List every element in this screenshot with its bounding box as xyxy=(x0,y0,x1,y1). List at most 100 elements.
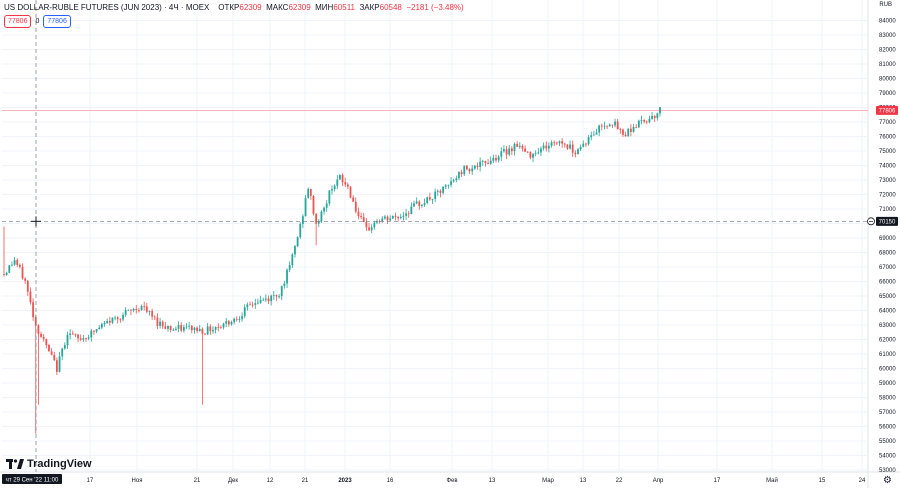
y-tick-label: 74000 xyxy=(879,164,896,170)
candle-body xyxy=(653,116,656,119)
candle-body xyxy=(138,309,140,311)
candle-body xyxy=(630,128,632,132)
candle-body xyxy=(346,184,349,187)
y-tick-label: 60000 xyxy=(879,367,896,373)
candle-body xyxy=(222,323,225,328)
x-tick-label: 13 xyxy=(580,478,587,484)
symbol-title[interactable]: US DOLLAR-RUBLE FUTURES (JUN 2023) · 4Ч … xyxy=(4,3,210,12)
candle-body xyxy=(357,211,360,217)
candle-body xyxy=(415,201,418,204)
x-tick-label: Фев xyxy=(446,478,457,484)
candle-body xyxy=(275,295,278,297)
candle-body xyxy=(124,310,127,315)
candle-body xyxy=(542,145,545,149)
y-tick-label: 84000 xyxy=(879,19,896,25)
candle-body xyxy=(56,360,58,372)
candle-body xyxy=(77,334,79,339)
candle-body xyxy=(563,143,566,145)
candle-body xyxy=(397,216,400,219)
candle-body xyxy=(431,198,434,200)
x-tick-label: 12 xyxy=(267,478,274,484)
tradingview-logo[interactable]: TradingView xyxy=(6,458,92,470)
candle-body xyxy=(608,124,611,127)
open-label: ОТКР xyxy=(218,3,240,12)
candle-body xyxy=(119,319,122,321)
x-tick-label: 21 xyxy=(194,478,201,484)
candle-body xyxy=(537,152,540,154)
candle-body xyxy=(598,125,601,133)
y-tick-label: 80000 xyxy=(879,77,896,83)
sell-badge[interactable]: 77806 xyxy=(4,15,32,28)
candle-body xyxy=(579,146,582,150)
candle-body xyxy=(595,132,598,135)
high-value: 62309 xyxy=(288,3,311,12)
candle-body xyxy=(466,165,468,170)
candle-body xyxy=(590,135,593,138)
candle-body xyxy=(413,203,415,207)
candle-body xyxy=(225,321,228,324)
candle-body xyxy=(389,218,392,221)
candle-body xyxy=(201,328,204,334)
x-tick-label: 21 xyxy=(302,478,309,484)
candle-body xyxy=(288,264,291,270)
y-tick-label: 75000 xyxy=(879,149,896,155)
candle-body xyxy=(246,304,249,308)
candle-body xyxy=(175,328,177,330)
candle-body xyxy=(204,333,206,335)
candle-body xyxy=(386,216,389,221)
candle-body xyxy=(473,165,476,169)
currency-label[interactable]: RUB xyxy=(879,2,892,8)
candle-body xyxy=(249,304,251,306)
x-tick-label: 22 xyxy=(616,478,623,484)
candle-body xyxy=(254,303,257,305)
y-tick-label: 83000 xyxy=(879,33,896,39)
candle-body xyxy=(434,191,437,199)
candle-body xyxy=(267,298,270,302)
change-value: −2181 (−3.48%) xyxy=(406,3,464,12)
x-tick-label: 2023 xyxy=(338,478,352,484)
gear-icon[interactable]: ⚙ xyxy=(883,475,892,486)
candle-body xyxy=(63,345,66,349)
candle-body xyxy=(421,204,423,206)
candle-body xyxy=(235,318,238,320)
candle-body xyxy=(550,142,553,146)
candle-body xyxy=(58,356,61,372)
last-price-label: 77806 xyxy=(879,109,896,115)
x-tick-label: 15 xyxy=(819,478,826,484)
candle-body xyxy=(611,124,614,126)
candle-body xyxy=(85,338,87,340)
candle-body xyxy=(272,295,275,296)
candle-body xyxy=(98,327,101,330)
candle-body xyxy=(180,324,183,331)
candle-body xyxy=(476,165,479,168)
spread-value: 0 xyxy=(35,18,40,25)
candle-body xyxy=(206,326,209,335)
candle-body xyxy=(11,264,13,266)
candle-body xyxy=(227,321,230,325)
candle-body xyxy=(151,311,154,317)
candle-body xyxy=(585,143,587,145)
candle-body xyxy=(574,152,577,155)
candle-body xyxy=(312,195,315,214)
candle-body xyxy=(384,216,386,219)
candle-body xyxy=(365,222,368,228)
candle-body xyxy=(40,333,42,337)
candle-body xyxy=(569,144,571,149)
y-tick-label: 66000 xyxy=(879,280,896,286)
candle-body xyxy=(37,325,40,334)
candle-body xyxy=(320,211,323,221)
candle-body xyxy=(616,121,619,130)
crosshair-time-badge xyxy=(2,474,62,484)
candle-body xyxy=(294,246,296,255)
y-tick-label: 82000 xyxy=(879,48,896,54)
candle-body xyxy=(145,306,148,312)
candle-body xyxy=(26,280,29,292)
candle-body xyxy=(622,129,624,135)
candle-body xyxy=(566,144,569,149)
candle-body xyxy=(127,309,130,311)
x-tick-label: 16 xyxy=(387,478,394,484)
candle-body xyxy=(410,206,413,214)
y-tick-label: 73000 xyxy=(879,178,896,184)
buy-badge[interactable]: 77806 xyxy=(43,15,71,28)
